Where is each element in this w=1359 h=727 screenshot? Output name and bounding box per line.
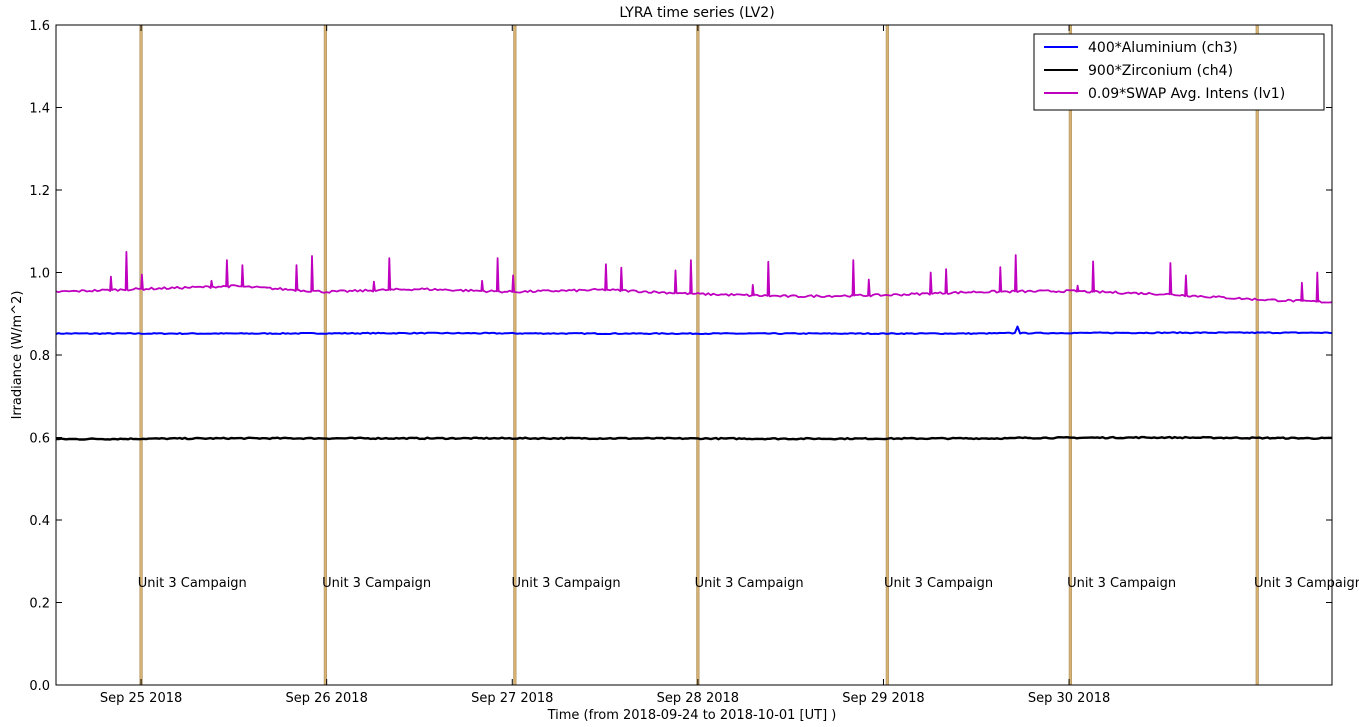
campaign-label-4: Unit 3 Campaign [884,576,993,591]
series-line-1 [55,435,1333,441]
x-tick-label-3: Sep 28 2018 [657,691,739,706]
y-tick-label-1: 0.2 [29,597,50,612]
legend: 400*Aluminium (ch3) 900*Zirconium (ch4) 0.… [1033,33,1325,111]
y-tick-label-6: 1.2 [29,184,50,199]
legend-label-1: 900*Zirconium (ch4) [1088,63,1233,79]
y-tick-label-4: 0.8 [29,349,50,364]
y-tick-label-0: 0.0 [29,679,50,694]
series-line-2 [55,251,1333,304]
series-lines [55,251,1333,441]
campaign-label-3: Unit 3 Campaign [695,576,804,591]
legend-box [1033,33,1325,111]
campaign-label-2: Unit 3 Campaign [512,576,621,591]
y-tick-label-7: 1.4 [29,102,50,117]
campaign-label-6: Unit 3 Campaign [1254,576,1359,591]
campaign-label-1: Unit 3 Campaign [322,576,431,591]
axes: 0.0 0.2 0.4 0.6 0.8 1.0 1.2 1.4 1.6 Sep 25 2018 Se… [29,19,1333,706]
x-tick-label-2: Sep 27 2018 [471,691,553,706]
chart-title: LYRA time series (LV2) [619,5,774,21]
legend-label-0: 400*Aluminium (ch3) [1088,40,1238,56]
campaign-label-0: Unit 3 Campaign [138,576,247,591]
x-tick-label-0: Sep 25 2018 [100,691,182,706]
campaign-windows: Unit 3 Campaign Unit 3 Campaign Unit 3 Cam… [138,24,1359,686]
y-tick-label-8: 1.6 [29,19,50,34]
y-tick-label-3: 0.6 [29,432,50,447]
y-axis-label: Irradiance (W/m^2) [10,291,25,420]
x-axis-label: Time (from 2018-09-24 to 2018-10-01 [UT]… [547,708,837,723]
x-tick-label-5: Sep 30 2018 [1028,691,1110,706]
series-line-0 [55,325,1333,335]
x-tick-label-4: Sep 29 2018 [842,691,924,706]
y-tick-label-2: 0.4 [29,514,50,529]
x-tick-label-1: Sep 26 2018 [285,691,367,706]
y-tick-label-5: 1.0 [29,267,50,282]
legend-label-2: 0.09*SWAP Avg. Intens (lv1) [1088,86,1285,102]
campaign-label-5: Unit 3 Campaign [1067,576,1176,591]
